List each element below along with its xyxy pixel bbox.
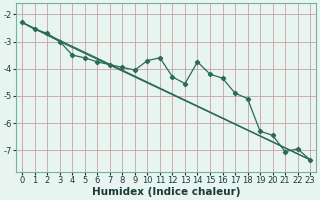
X-axis label: Humidex (Indice chaleur): Humidex (Indice chaleur) (92, 187, 240, 197)
